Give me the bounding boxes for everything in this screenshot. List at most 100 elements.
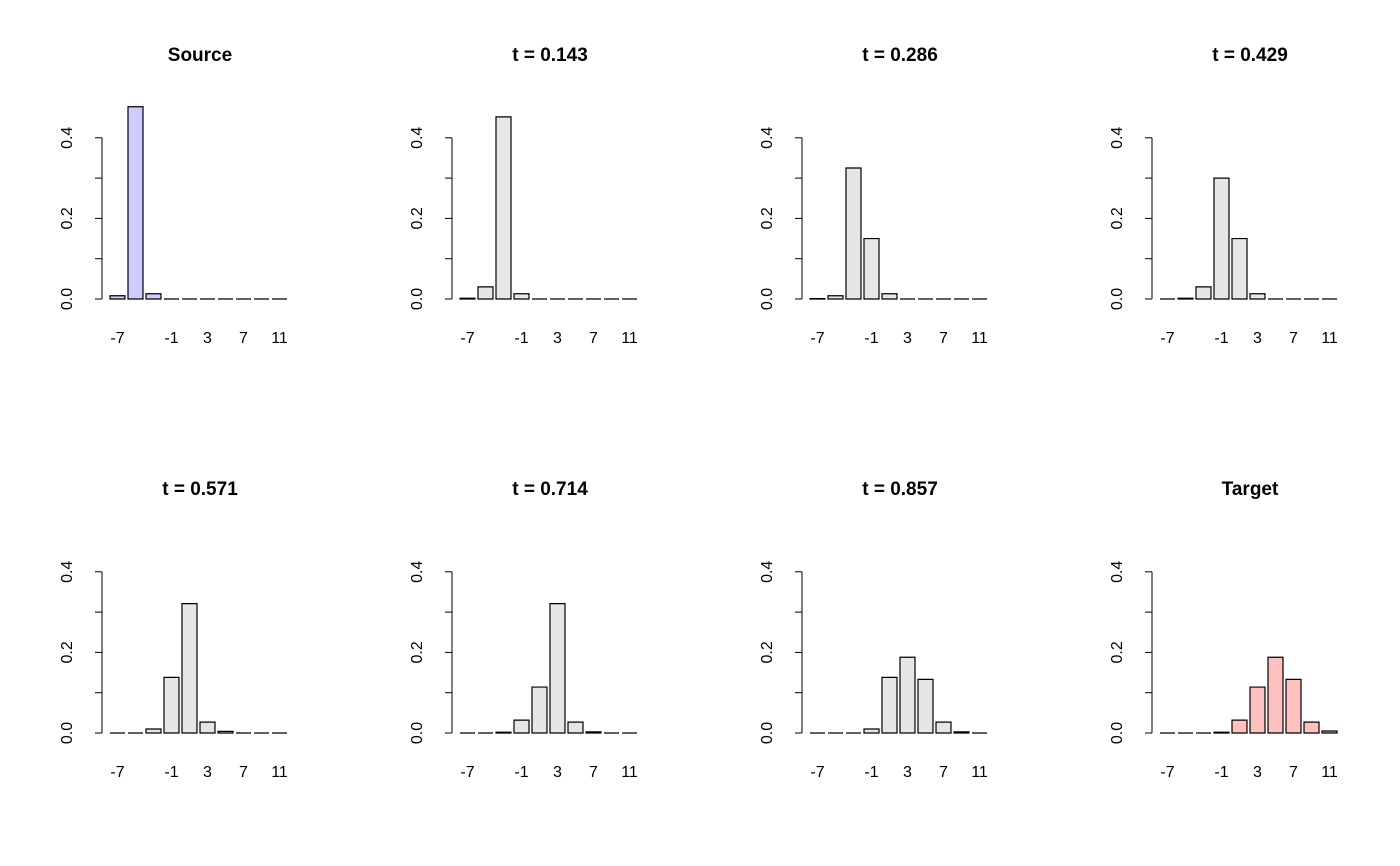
- chart-title: t = 0.571: [162, 479, 238, 500]
- x-tick-label: 3: [203, 764, 212, 781]
- chart-title: t = 0.714: [512, 479, 588, 500]
- y-tick-label: 0.2: [1109, 207, 1126, 229]
- y-tick-label: 0.0: [59, 288, 76, 310]
- bar: [145, 728, 162, 734]
- bar: [531, 686, 548, 734]
- x-tick-label: 7: [239, 330, 248, 347]
- y-tick-label: 0.4: [409, 561, 426, 583]
- bar: [845, 167, 862, 300]
- x-tick-label: 7: [939, 330, 948, 347]
- bar: [567, 721, 584, 734]
- bar: [109, 295, 126, 300]
- chart-title: t = 0.286: [862, 45, 938, 66]
- x-tick-label: -7: [460, 330, 474, 347]
- y-tick-label: 0.2: [409, 641, 426, 663]
- y-tick-label: 0.0: [759, 722, 776, 744]
- y-tick-label: 0.2: [1109, 641, 1126, 663]
- x-tick-label: -7: [810, 764, 824, 781]
- y-tick-label: 0.2: [759, 207, 776, 229]
- bar: [513, 293, 530, 300]
- bar: [827, 295, 844, 300]
- bar: [549, 603, 566, 734]
- x-tick-label: 3: [903, 330, 912, 347]
- x-tick-label: 7: [589, 764, 598, 781]
- bar: [1213, 177, 1230, 300]
- bar: [1195, 286, 1212, 300]
- x-tick-label: 7: [1289, 764, 1298, 781]
- x-tick-label: 7: [589, 330, 598, 347]
- y-tick-label: 0.0: [1109, 288, 1126, 310]
- y-tick-label: 0.2: [59, 207, 76, 229]
- bar: [495, 731, 512, 734]
- bar: [459, 297, 476, 300]
- x-tick-label: 11: [1321, 330, 1338, 347]
- x-tick-label: 3: [903, 764, 912, 781]
- x-tick-label: -7: [460, 764, 474, 781]
- y-tick-label: 0.0: [1109, 722, 1126, 744]
- y-tick-label: 0.4: [759, 127, 776, 149]
- bar: [585, 731, 602, 734]
- chart-title: Source: [168, 45, 232, 66]
- y-tick-label: 0.4: [1109, 561, 1126, 583]
- bar: [953, 731, 970, 734]
- x-tick-label: 11: [271, 330, 288, 347]
- x-tick-label: -1: [514, 330, 528, 347]
- x-tick-label: 11: [971, 764, 988, 781]
- y-tick-label: 0.2: [759, 641, 776, 663]
- bar: [513, 719, 530, 734]
- bar: [217, 730, 234, 734]
- bar: [1213, 731, 1230, 734]
- x-tick-label: 7: [939, 764, 948, 781]
- bar: [863, 728, 880, 734]
- y-tick-label: 0.4: [409, 127, 426, 149]
- x-tick-label: -1: [514, 764, 528, 781]
- bar: [495, 116, 512, 300]
- x-tick-label: -1: [864, 764, 878, 781]
- x-tick-label: 11: [1321, 764, 1338, 781]
- y-tick-label: 0.2: [59, 641, 76, 663]
- bar: [1303, 721, 1320, 734]
- y-tick-label: 0.0: [409, 288, 426, 310]
- bar: [145, 293, 162, 300]
- bar: [1231, 719, 1248, 734]
- bar: [181, 603, 198, 734]
- bar: [477, 286, 494, 300]
- x-tick-label: 7: [1289, 330, 1298, 347]
- x-tick-label: 11: [621, 764, 638, 781]
- bar: [881, 293, 898, 300]
- y-tick-label: 0.0: [409, 722, 426, 744]
- x-tick-label: 11: [271, 764, 288, 781]
- x-tick-label: 3: [1253, 330, 1262, 347]
- x-tick-label: -7: [1160, 764, 1174, 781]
- x-tick-label: -7: [810, 330, 824, 347]
- x-tick-label: -7: [110, 764, 124, 781]
- bar: [1285, 678, 1302, 734]
- y-tick-label: 0.0: [59, 722, 76, 744]
- x-tick-label: -1: [164, 764, 178, 781]
- x-tick-label: 3: [203, 330, 212, 347]
- x-tick-label: -1: [1214, 330, 1228, 347]
- bar: [863, 237, 880, 300]
- bar: [127, 106, 144, 300]
- y-tick-label: 0.4: [59, 127, 76, 149]
- x-tick-label: 11: [971, 330, 988, 347]
- y-tick-label: 0.4: [59, 561, 76, 583]
- bar: [1249, 293, 1266, 300]
- x-tick-label: 3: [553, 330, 562, 347]
- x-tick-label: 11: [621, 330, 638, 347]
- x-tick-label: -1: [164, 330, 178, 347]
- y-tick-label: 0.4: [1109, 127, 1126, 149]
- x-tick-label: -7: [110, 330, 124, 347]
- y-tick-label: 0.0: [759, 288, 776, 310]
- bar: [1249, 686, 1266, 734]
- bar: [1267, 656, 1284, 734]
- chart-title: t = 0.429: [1212, 45, 1288, 66]
- x-tick-label: -7: [1160, 330, 1174, 347]
- bar: [199, 721, 216, 734]
- bar: [163, 676, 180, 734]
- x-tick-label: 3: [1253, 764, 1262, 781]
- chart-title: Target: [1222, 479, 1279, 500]
- x-tick-label: -1: [864, 330, 878, 347]
- x-tick-label: -1: [1214, 764, 1228, 781]
